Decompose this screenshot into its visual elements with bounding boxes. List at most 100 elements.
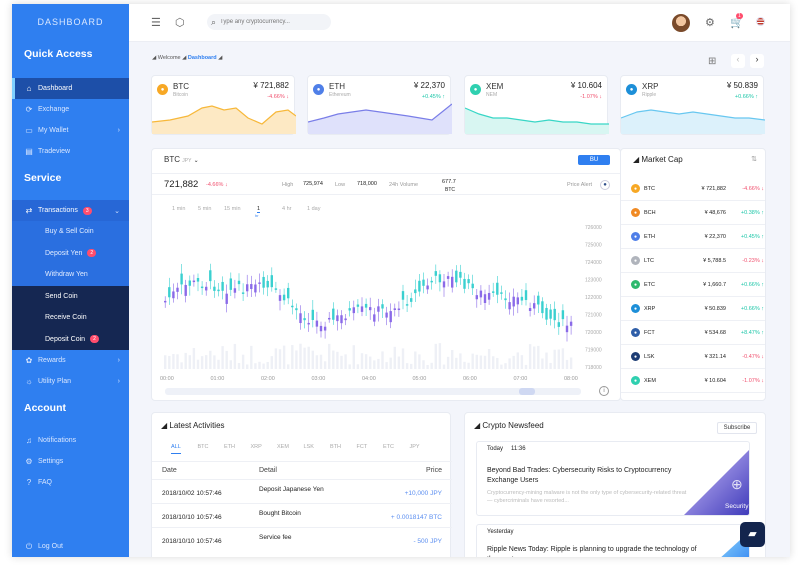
- subscribe-button[interactable]: Subscribe: [717, 422, 757, 434]
- candle-body: [446, 276, 450, 279]
- sidebar-sub-send-coin[interactable]: Send Coin: [12, 285, 129, 307]
- x-axis-label: 04:00: [362, 376, 376, 381]
- sidebar-sub-deposit-yen[interactable]: Deposit Yen 2: [12, 242, 129, 264]
- sidebar-item-rewards[interactable]: ✿ Rewards ›: [25, 356, 120, 365]
- candle-body: [344, 318, 347, 321]
- candle-body: [504, 298, 507, 301]
- sidebar-item-faq[interactable]: ? FAQ: [12, 472, 129, 493]
- latest-activities-title: ◢ Latest Activities: [161, 421, 225, 430]
- sidebar-sub-withdraw-yen[interactable]: Withdraw Yen: [12, 264, 129, 286]
- market-row-btc[interactable]: ● BTC ¥ 721,882 -4.66% ↓: [621, 177, 765, 201]
- ticker-bar: 721,882 -4.66% ↓ High 725,974 Low 718,00…: [152, 173, 622, 195]
- sidebar-sub-receive-coin[interactable]: Receive Coin: [12, 307, 129, 329]
- coin-card-xrp[interactable]: ● XRP Ripple ¥ 50.839 +0.66% ↑: [620, 75, 765, 135]
- sparkline-chart: [465, 107, 609, 134]
- alert-toggle-icon[interactable]: ●: [600, 180, 610, 190]
- volume-bar: [483, 355, 487, 369]
- activity-tab[interactable]: ETC: [383, 444, 394, 450]
- search-input[interactable]: [220, 19, 321, 25]
- market-row-etc[interactable]: ● ETC ¥ 1,660.7 +0.66% ↑: [621, 273, 765, 297]
- market-row-ltc[interactable]: ● LTC ¥ 5,788.5 -0.23% ↓: [621, 249, 765, 273]
- activity-tab[interactable]: XEM: [277, 444, 289, 450]
- activity-tab[interactable]: LSK: [303, 444, 314, 450]
- menu-icon[interactable]: ☰: [151, 17, 161, 29]
- activity-row[interactable]: 2018/10/02 10:57:46 Deposit Japanese Yen +…: [152, 479, 452, 503]
- sidebar-item-dashboard[interactable]: ⌂ Dashboard: [12, 78, 129, 99]
- info-icon[interactable]: i: [599, 386, 609, 396]
- sort-icon[interactable]: ⇅: [751, 156, 757, 163]
- volume-bar: [200, 356, 204, 369]
- next-arrow-icon[interactable]: ›: [750, 54, 764, 68]
- activity-date: 2018/10/10 10:57:46: [162, 538, 222, 545]
- activity-row[interactable]: 2018/10/10 10:57:46 Bought Bitcoin + 0.001…: [152, 503, 452, 527]
- range-tab[interactable]: 5 min: [198, 206, 212, 212]
- grid-view-icon[interactable]: ⊞: [708, 56, 717, 67]
- volume-bar: [282, 345, 286, 369]
- prev-arrow-icon[interactable]: ‹: [731, 54, 745, 68]
- sidebar-item-exchange[interactable]: ⟳ Exchange: [25, 105, 70, 114]
- sidebar-item-tradeview[interactable]: ▤ Tradeview: [25, 147, 71, 156]
- volume-bar: [217, 359, 220, 369]
- sidebar-sub-buysell[interactable]: Buy & Sell Coin: [12, 221, 129, 243]
- candle-body: [192, 280, 196, 283]
- market-row-bch[interactable]: ● BCH ¥ 48,676 +0.38% ↑: [621, 201, 765, 225]
- market-change: +0.66% ↑: [740, 281, 764, 288]
- sidebar-logo[interactable]: DASHBOARD: [37, 17, 104, 27]
- sidebar-sub-deposit-coin[interactable]: Deposit Coin 2: [12, 328, 129, 350]
- market-row-lsk[interactable]: ● LSK ¥ 321.14 -0.47% ↓: [621, 345, 765, 369]
- market-row-fct[interactable]: ● FCT ¥ 534.68 +8.47% ↑: [621, 321, 765, 345]
- coin-card-xem[interactable]: ● XEM NEM ¥ 10.604 -1.07% ↓: [464, 75, 609, 135]
- market-row-xrp[interactable]: ● XRP ¥ 50.839 +0.66% ↑: [621, 297, 765, 321]
- avatar[interactable]: [672, 14, 690, 32]
- activity-tab[interactable]: JPY: [409, 444, 420, 450]
- range-tab[interactable]: 1 day: [307, 206, 321, 212]
- scrollbar-handle[interactable]: [519, 388, 535, 395]
- flag-us-icon[interactable]: [756, 17, 765, 26]
- candle-body: [291, 305, 294, 308]
- activity-tab[interactable]: ETH: [224, 444, 235, 450]
- volume-bar: [328, 343, 331, 369]
- cart-icon[interactable]: 🛒: [730, 17, 744, 29]
- volume-bar: [471, 353, 474, 369]
- activity-tab[interactable]: BTC: [197, 444, 209, 450]
- cube-icon[interactable]: ⬡: [175, 17, 185, 29]
- market-cap-panel: ◢ Market Cap ⇅ ● BTC ¥ 721,882 -4.66% ↓ ● BCH…: [620, 148, 766, 401]
- activity-tab[interactable]: BTH: [330, 444, 341, 450]
- volume-bar: [434, 343, 437, 369]
- sidebar-item-logout[interactable]: ⏻ Log Out: [25, 541, 63, 551]
- range-tab[interactable]: 4 hr: [282, 206, 292, 212]
- activity-tab[interactable]: XRP: [250, 444, 262, 450]
- coin-card-eth[interactable]: ● ETH Ethereum ¥ 22,370 +0.45% ↑: [307, 75, 452, 135]
- activity-tab[interactable]: ALL: [171, 444, 181, 454]
- sidebar-item-notifications[interactable]: ♫ Notifications: [26, 436, 77, 445]
- volume-bar: [549, 362, 552, 369]
- buy-button[interactable]: BU: [578, 155, 610, 165]
- range-tab[interactable]: 15 min: [224, 206, 241, 212]
- chart-scrollbar[interactable]: [165, 388, 581, 395]
- search-bar: ⌕: [207, 14, 331, 30]
- range-tab[interactable]: 1: [257, 206, 261, 213]
- chat-button[interactable]: ▰: [740, 522, 765, 547]
- coin-change: -1.07% ↓: [580, 94, 602, 100]
- y-axis-label: 721000: [585, 313, 602, 319]
- news-card-1[interactable]: Today 11:36 Beyond Bad Trades: Cybersecu…: [476, 441, 750, 516]
- activity-tab[interactable]: FCT: [356, 444, 368, 450]
- sidebar-item-wallet[interactable]: ▭ My Wallet ›: [25, 126, 120, 135]
- y-axis-label: 719000: [585, 348, 602, 354]
- xem-icon: ●: [631, 376, 640, 385]
- market-row-xem[interactable]: ● XEM ¥ 10.604 -1.07% ↓: [621, 369, 765, 393]
- candle-body: [164, 300, 167, 303]
- range-tab[interactable]: 1 min: [172, 206, 186, 212]
- market-row-eth[interactable]: ● ETH ¥ 22,370 +0.45% ↑: [621, 225, 765, 249]
- sidebar-item-utility[interactable]: ☼ Utility Plan ›: [25, 377, 120, 386]
- activity-row[interactable]: 2018/10/10 10:57:46 Service fee - 500 JPY: [152, 527, 452, 551]
- sidebar-item-transactions[interactable]: ⇄ Transactions 3 ⌄: [12, 200, 129, 221]
- coin-card-btc[interactable]: ● BTC Bitcoin ¥ 721,882 -4.66% ↓: [151, 75, 296, 135]
- news-card-2[interactable]: Yesterday Ripple News Today: Ripple is p…: [476, 524, 750, 557]
- sidebar-item-settings[interactable]: ⚙ Settings: [25, 457, 64, 466]
- candle-body: [348, 308, 351, 311]
- pair-select[interactable]: BTC JPY ⌄: [164, 155, 199, 164]
- market-change: +8.47% ↑: [740, 329, 764, 336]
- settings-icon[interactable]: ⚙: [705, 17, 715, 29]
- volume-bar: [401, 348, 405, 369]
